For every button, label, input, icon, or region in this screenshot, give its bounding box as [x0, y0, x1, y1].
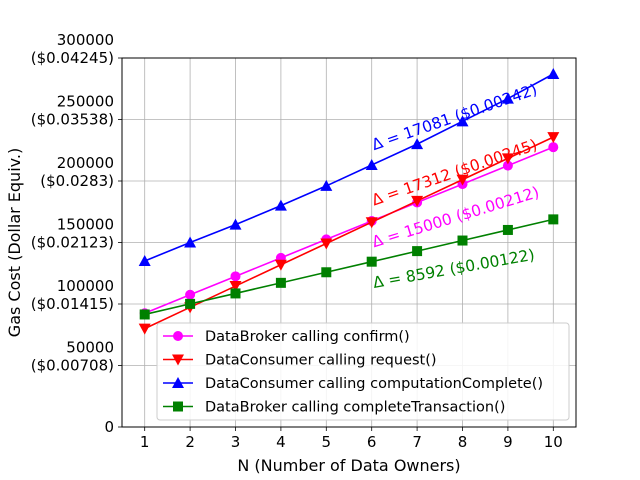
- data-point: [229, 218, 242, 230]
- data-point: [230, 288, 241, 299]
- data-point: [321, 267, 332, 278]
- y-axis-label: Gas Cost (Dollar Equiv.): [5, 148, 24, 337]
- data-point: [275, 277, 286, 288]
- data-point: [185, 298, 196, 309]
- legend-entry: DataBroker calling confirm(): [163, 329, 410, 345]
- y-tick-label: 250000: [57, 93, 114, 111]
- data-point: [320, 179, 333, 191]
- data-point: [139, 309, 150, 320]
- y-tick-label: ($0.0283): [40, 172, 114, 190]
- data-point: [548, 214, 559, 225]
- data-point: [366, 256, 377, 267]
- x-tick-label: 3: [231, 433, 241, 451]
- legend-marker: [172, 377, 184, 388]
- series-3: [139, 214, 559, 320]
- series-1: [138, 132, 560, 335]
- data-point: [502, 160, 513, 171]
- data-point: [365, 217, 378, 229]
- x-tick-label: 4: [276, 433, 286, 451]
- data-point: [185, 289, 196, 300]
- legend-entry: DataConsumer calling request(): [163, 353, 437, 369]
- data-point: [274, 259, 287, 271]
- data-point: [547, 132, 560, 144]
- x-tick-label: 2: [185, 433, 195, 451]
- x-tick-label: 6: [367, 433, 377, 451]
- y-tick-label: ($0.01415): [31, 295, 114, 313]
- y-tick-label: ($0.00708): [31, 357, 114, 375]
- y-tick-label: 200000: [57, 154, 114, 172]
- data-point: [411, 138, 424, 150]
- legend-marker: [173, 331, 183, 341]
- axis-ticks: 1 2 3 4 5 6 7 8 9 10 0 50000($0.00708) 100000($0.014…: [31, 31, 563, 451]
- x-tick-label: 8: [458, 433, 468, 451]
- y-tick-label: 150000: [57, 216, 114, 234]
- data-point: [502, 224, 513, 235]
- legend-marker: [172, 354, 184, 366]
- data-point: [501, 153, 514, 165]
- x-axis-label: N (Number of Data Owners): [237, 456, 460, 475]
- data-point: [456, 174, 469, 186]
- data-point: [457, 235, 468, 246]
- legend-label: DataConsumer calling request(): [205, 353, 437, 369]
- legend: DataBroker calling confirm() DataConsumer…: [156, 322, 570, 421]
- series-layer: [138, 67, 560, 335]
- x-tick-label: 7: [412, 433, 422, 451]
- legend-box: [156, 322, 570, 421]
- data-point: [138, 254, 151, 266]
- legend-entry: DataBroker calling completeTransaction(): [163, 400, 505, 416]
- data-point: [230, 271, 241, 282]
- data-point: [184, 236, 197, 248]
- series-line: [144, 218, 554, 316]
- data-point: [547, 67, 560, 79]
- series-2: [138, 67, 560, 266]
- y-tick-label: ($0.02123): [31, 234, 114, 252]
- data-point: [412, 246, 423, 257]
- legend-label: DataBroker calling completeTransaction(): [205, 400, 505, 416]
- legend-label: DataBroker calling confirm(): [205, 329, 410, 345]
- y-tick-label: 50000: [66, 339, 114, 357]
- data-point: [229, 281, 242, 293]
- data-point: [411, 195, 424, 207]
- legend-entry: DataConsumer calling computationComplete…: [163, 376, 543, 392]
- y-tick-label: 300000: [57, 31, 114, 49]
- y-tick-label: ($0.04245): [31, 49, 114, 67]
- y-tick-label: 0: [104, 418, 114, 436]
- data-point: [274, 199, 287, 211]
- legend-marker: [173, 401, 183, 412]
- data-point: [365, 159, 378, 171]
- x-tick-label: 9: [503, 433, 513, 451]
- data-point: [548, 142, 559, 153]
- x-tick-label: 10: [544, 433, 563, 451]
- data-point: [138, 323, 151, 335]
- data-point: [320, 238, 333, 250]
- series-line: [144, 136, 554, 330]
- x-tick-label: 5: [322, 433, 332, 451]
- series-line: [144, 73, 554, 262]
- series-line: [144, 146, 554, 314]
- legend-label: DataConsumer calling computationComplete…: [205, 376, 543, 392]
- y-tick-label: 100000: [57, 277, 114, 295]
- data-point: [456, 115, 469, 127]
- x-tick-label: 1: [140, 433, 150, 451]
- y-tick-label: ($0.03538): [31, 111, 114, 129]
- data-point: [501, 92, 514, 104]
